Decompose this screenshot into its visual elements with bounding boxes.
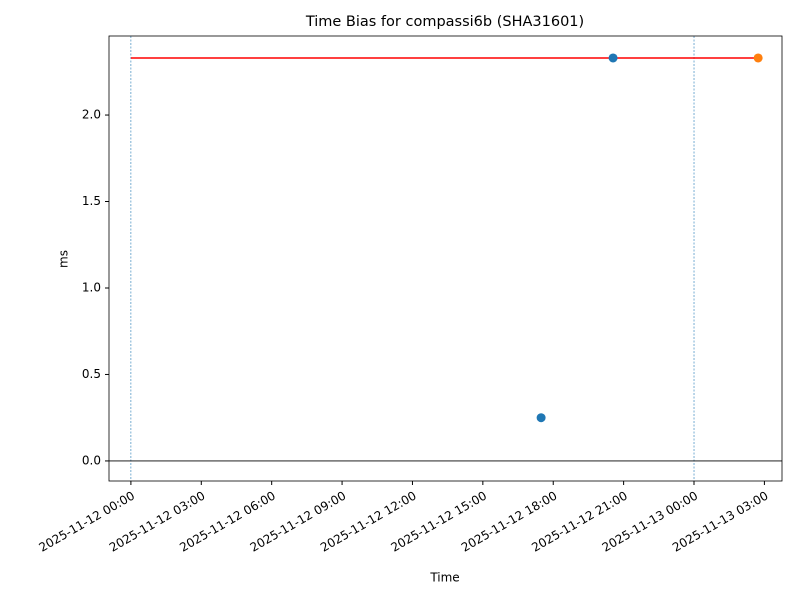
- point: [536, 413, 546, 423]
- y-tick-label: 1.0: [82, 280, 101, 294]
- point: [608, 53, 618, 63]
- point: [753, 53, 763, 63]
- y-axis-label: ms: [57, 250, 71, 268]
- y-tick-label: 0.0: [82, 453, 101, 467]
- plot-frame: [108, 35, 783, 482]
- y-tick-label: 1.5: [82, 194, 101, 208]
- y-tick-label: 2.0: [82, 108, 101, 122]
- x-axis-label: Time: [429, 571, 459, 585]
- y-tick-label: 0.5: [82, 367, 101, 381]
- chart-title: Time Bias for compassi6b (SHA31601): [305, 14, 584, 30]
